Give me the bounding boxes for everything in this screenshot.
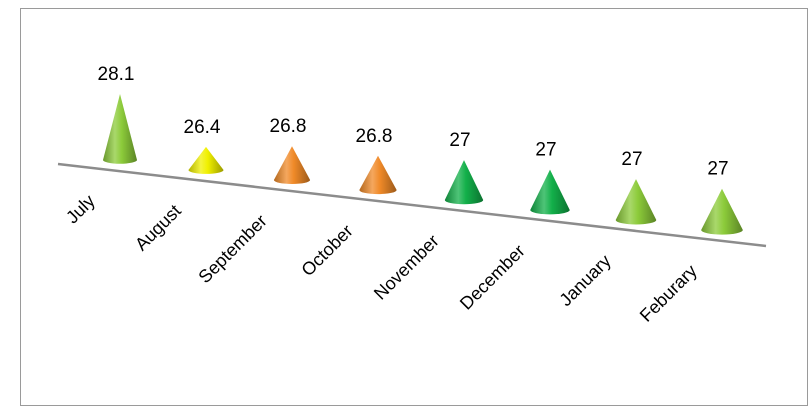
value-label: 27 bbox=[535, 140, 556, 161]
cone-body bbox=[359, 155, 397, 195]
cone-mark-september bbox=[273, 146, 311, 184]
cone-mark-october bbox=[359, 155, 397, 195]
value-label: 27 bbox=[621, 149, 642, 170]
category-label: Feburary bbox=[636, 261, 701, 326]
cone-mark-august bbox=[188, 146, 224, 174]
cone-body bbox=[273, 146, 311, 184]
category-label: September bbox=[194, 211, 270, 287]
value-label: 26.8 bbox=[356, 126, 393, 147]
chart-frame bbox=[20, 8, 808, 406]
cone-body bbox=[615, 179, 657, 225]
cone-mark-december bbox=[530, 169, 570, 215]
category-label: July bbox=[62, 191, 99, 228]
cone-mark-january bbox=[615, 179, 657, 225]
cone-body bbox=[530, 169, 570, 215]
value-label: 26.4 bbox=[184, 117, 221, 138]
value-label: 28.1 bbox=[98, 64, 135, 85]
cones-layer bbox=[103, 94, 743, 235]
category-label: August bbox=[131, 201, 185, 255]
cone-body bbox=[188, 146, 224, 174]
cone-body bbox=[701, 188, 743, 235]
value-label: 26.8 bbox=[270, 116, 307, 137]
category-label: November bbox=[370, 231, 443, 304]
cone-mark-july bbox=[103, 94, 137, 164]
category-label: January bbox=[555, 251, 614, 310]
category-axis-line bbox=[57, 162, 767, 248]
value-label: 27 bbox=[449, 130, 470, 151]
cone-mark-feburary bbox=[701, 188, 743, 235]
category-label: October bbox=[297, 221, 356, 280]
category-label: December bbox=[456, 241, 529, 314]
value-label: 27 bbox=[707, 159, 728, 180]
cone-body bbox=[103, 94, 137, 164]
cone-mark-november bbox=[444, 160, 484, 205]
cone-body bbox=[444, 160, 484, 205]
